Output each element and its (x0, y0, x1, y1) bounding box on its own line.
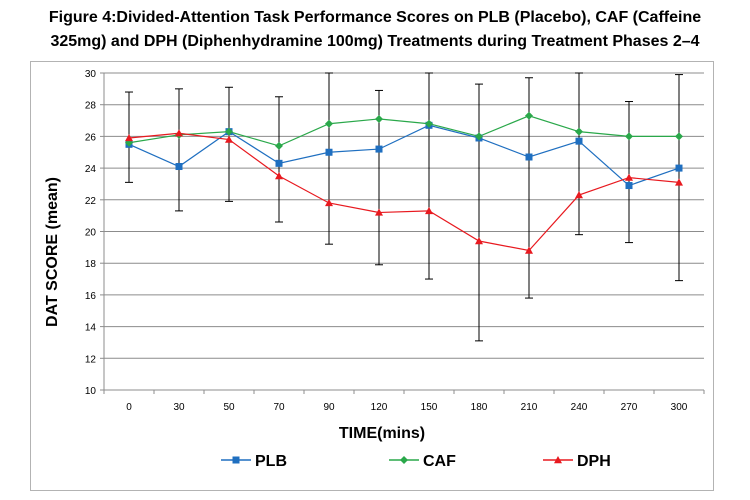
y-axis-ticks: 10 12 14 16 18 20 22 24 26 28 30 (85, 69, 104, 397)
dph-point-30 (175, 129, 183, 137)
caf-point-210 (525, 111, 533, 120)
legend-marker-caf (400, 456, 408, 464)
x-tick-label-50: 50 (223, 402, 235, 413)
error-bar-180 (475, 83, 483, 342)
dph-point-150 (425, 206, 433, 215)
y-axis-label: DAT SCORE (mean) (44, 177, 61, 327)
error-bar-300 (675, 74, 683, 282)
y-tick-label-10: 10 (85, 386, 97, 397)
y-tick-label-12: 12 (85, 354, 97, 365)
chart-title-line-1: Figure 4:Divided-Attention Task Performa… (48, 9, 702, 26)
gridlines (103, 72, 704, 391)
legend-marker-dph (554, 456, 562, 464)
caf-point-150 (425, 119, 433, 128)
x-axis-label: TIME(mins) (339, 425, 425, 442)
legend-label-dph: DPH (577, 453, 611, 470)
x-tick-label-210: 210 (521, 402, 538, 413)
legend: PLB CAF DPH (221, 453, 611, 470)
x-tick-label-300: 300 (671, 402, 688, 413)
y-tick-label-28: 28 (85, 101, 97, 112)
error-bar-50 (225, 86, 233, 202)
chart-frame: 10 12 14 16 18 20 22 24 26 28 30 0 30 50 70 90 120 150 18… (30, 61, 714, 491)
dph-point-70 (275, 172, 283, 180)
chart-title: Figure 4:Divided-Attention Task Performa… (0, 6, 750, 54)
plb-point-30 (175, 163, 183, 171)
y-tick-label-16: 16 (85, 291, 97, 302)
caf-point-240 (575, 127, 583, 136)
x-tick-label-90: 90 (323, 402, 335, 413)
dph-point-210 (525, 246, 533, 254)
y-tick-label-18: 18 (85, 259, 97, 270)
legend-label-caf: CAF (423, 453, 456, 470)
legend-marker-plb (232, 456, 240, 464)
dph-point-300 (675, 178, 683, 186)
plb-point-70 (275, 159, 283, 167)
x-tick-label-270: 270 (621, 402, 638, 413)
plb-point-90 (325, 148, 333, 156)
error-bars (125, 72, 683, 342)
plb-point-300 (675, 164, 683, 172)
error-bar-240 (575, 72, 583, 236)
x-tick-label-30: 30 (173, 402, 185, 413)
dph-point-240 (575, 191, 583, 199)
y-tick-label-26: 26 (85, 132, 97, 143)
x-tick-label-70: 70 (273, 402, 285, 413)
y-tick-label-20: 20 (85, 228, 97, 239)
x-axis-ticks: 0 30 50 70 90 120 150 180 210 240 270 300 (103, 390, 705, 413)
error-bar-210 (525, 77, 533, 299)
y-tick-label-22: 22 (85, 196, 97, 207)
dph-point-180 (475, 237, 483, 245)
x-tick-label-240: 240 (571, 402, 588, 413)
error-bar-270 (625, 101, 633, 244)
series-line-dph (128, 132, 680, 252)
series-lines (128, 115, 680, 252)
y-tick-label-30: 30 (85, 69, 97, 80)
line-chart: 10 12 14 16 18 20 22 24 26 28 30 0 30 50 70 90 120 150 18… (44, 69, 705, 470)
caf-point-90 (325, 119, 333, 128)
dph-point-90 (325, 198, 333, 207)
plb-point-270 (625, 182, 633, 190)
series-line-caf (128, 115, 679, 147)
dph-point-120 (375, 208, 383, 216)
plb-point-240 (575, 137, 583, 145)
x-tick-label-180: 180 (471, 402, 488, 413)
caf-point-0 (125, 138, 133, 147)
legend-item-caf: CAF (389, 453, 456, 470)
legend-label-plb: PLB (255, 453, 287, 470)
caf-point-300 (675, 132, 683, 141)
x-tick-label-150: 150 (421, 402, 438, 413)
plb-point-120 (375, 145, 383, 153)
series-line-plb (128, 124, 680, 187)
error-bar-150 (425, 72, 433, 280)
error-bar-90 (325, 72, 333, 245)
chart-title-line-2: 325mg) and DPH (Diphenhydramine 100mg) T… (50, 33, 700, 50)
dph-point-50 (225, 135, 233, 143)
y-tick-label-14: 14 (85, 323, 97, 334)
series-markers (125, 111, 683, 254)
legend-item-plb: PLB (221, 453, 287, 470)
caf-point-70 (275, 141, 283, 150)
y-tick-label-24: 24 (85, 164, 97, 175)
caf-point-120 (375, 114, 383, 123)
error-bar-30 (175, 88, 183, 212)
caf-point-180 (475, 132, 483, 141)
caf-point-270 (625, 132, 633, 141)
error-bar-70 (275, 96, 283, 223)
dph-point-0 (125, 133, 133, 142)
x-tick-label-120: 120 (371, 402, 388, 413)
legend-item-dph: DPH (543, 453, 611, 470)
x-tick-label-0: 0 (126, 402, 132, 413)
plb-point-210 (525, 153, 533, 161)
dph-point-270 (625, 173, 633, 181)
